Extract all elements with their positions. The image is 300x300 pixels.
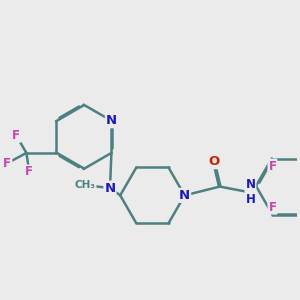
Text: F: F — [268, 160, 276, 172]
Text: N: N — [106, 114, 117, 127]
Text: N: N — [179, 189, 190, 202]
Text: F: F — [3, 157, 11, 170]
Text: O: O — [208, 155, 220, 168]
Text: N
H: N H — [245, 178, 256, 206]
Text: F: F — [268, 201, 276, 214]
Text: F: F — [12, 129, 20, 142]
Text: N: N — [104, 182, 116, 195]
Text: F: F — [25, 166, 33, 178]
Text: CH₃: CH₃ — [75, 180, 96, 190]
